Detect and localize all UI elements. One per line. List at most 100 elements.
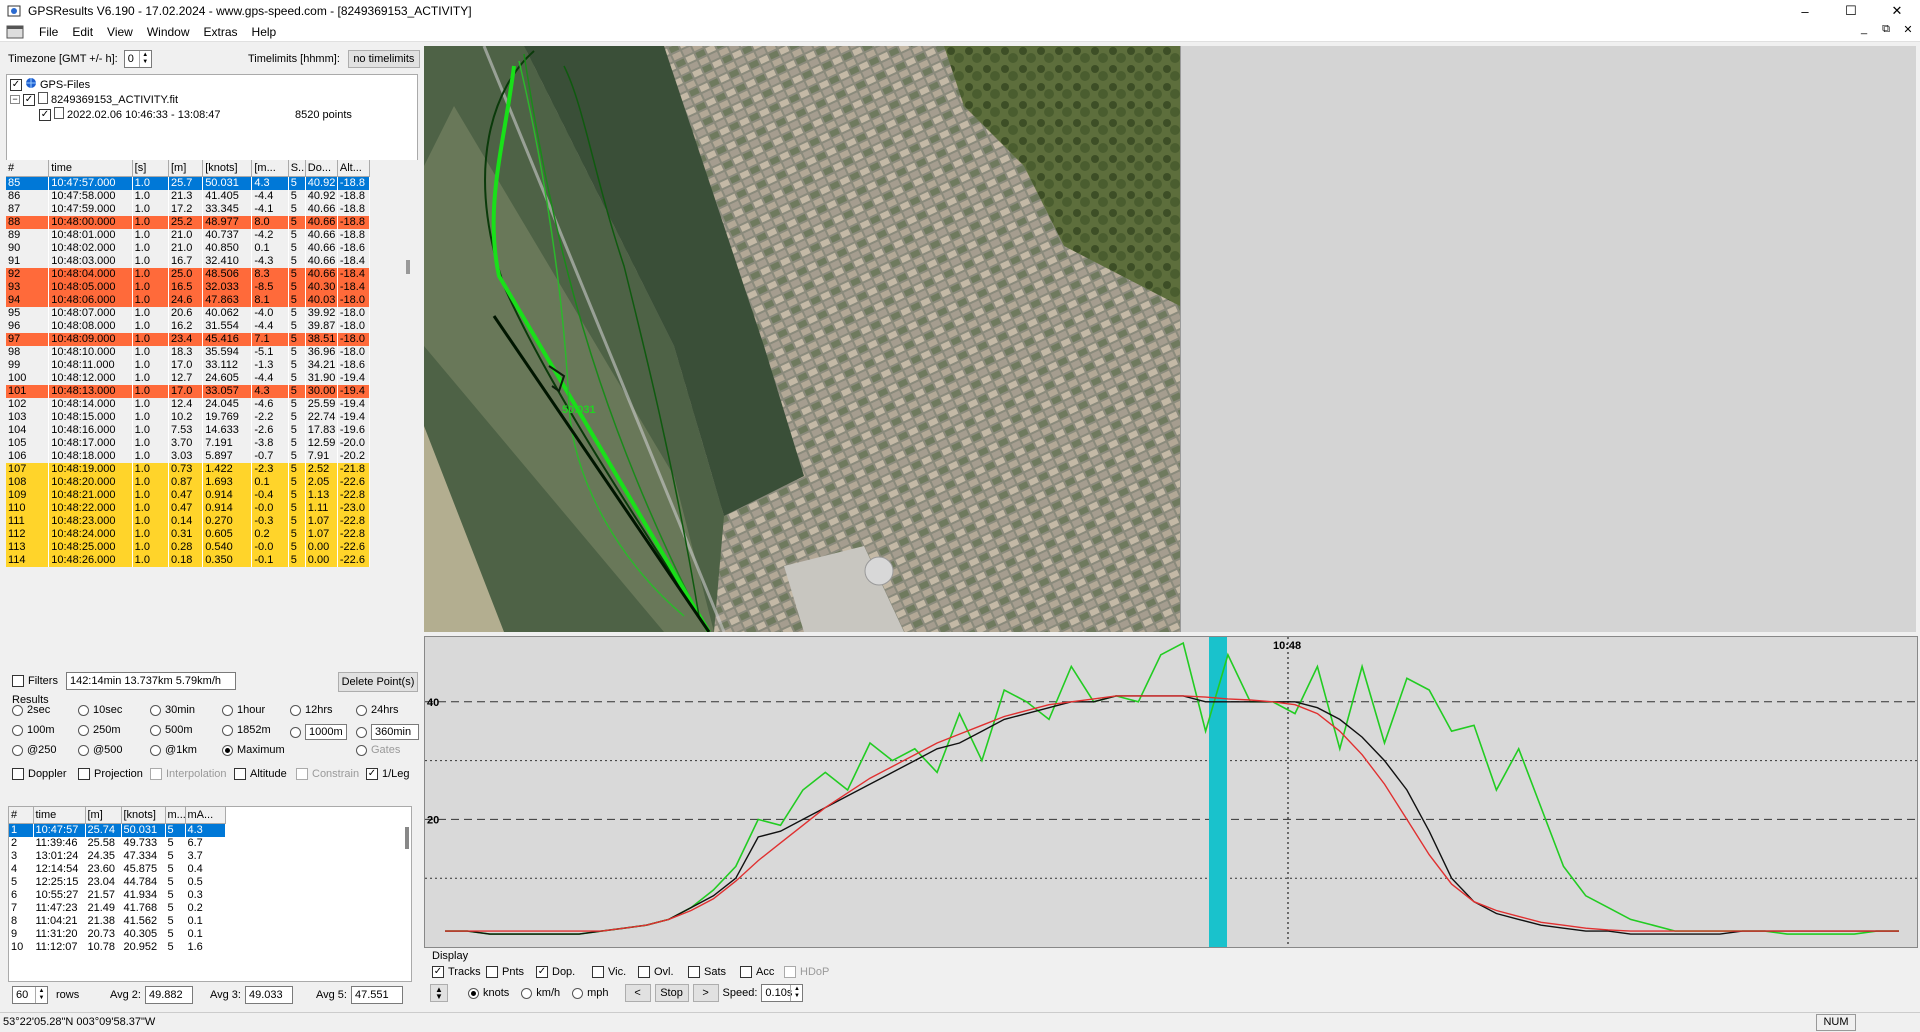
results-row[interactable]: 3 13:01:24 24.35 47.334 5 3.7 [9, 849, 226, 863]
radio-label[interactable]: Maximum [237, 744, 285, 756]
mdi-restore-button[interactable]: ⧉ [1882, 23, 1890, 35]
points-row[interactable]: 109 10:48:21.000 1.0 0.47 0.914 -0.4 5 1.13 -22.… [6, 488, 371, 502]
mdi-minimize-button[interactable]: _ [1860, 23, 1868, 35]
results-row[interactable]: 8 11:04:21 21.38 41.562 5 0.1 [9, 914, 226, 928]
points-row[interactable]: 114 10:48:26.000 1.0 0.18 0.350 -0.1 5 0.00 -22.… [6, 553, 371, 567]
points-row[interactable]: 104 10:48:16.000 1.0 7.53 14.633 -2.6 5 17.83 -1… [6, 423, 371, 437]
results-option-2sec[interactable]: 2sec [12, 704, 50, 716]
points-row[interactable]: 93 10:48:05.000 1.0 16.5 32.033 -8.5 5 40.30 -18… [6, 280, 371, 294]
results-row[interactable]: 6 10:55:27 21.57 41.934 5 0.3 [9, 888, 226, 902]
tree-track[interactable]: ✓ 2022.02.06 10:46:33 - 13:08:47 [39, 107, 221, 122]
results-check-projection[interactable]: Projection [78, 768, 143, 780]
points-row[interactable]: 110 10:48:22.000 1.0 0.47 0.914 -0.0 5 1.11 -23.… [6, 501, 371, 515]
results-row[interactable]: 5 12:25:15 23.04 44.784 5 0.5 [9, 875, 226, 889]
results-check-interpolation[interactable]: Interpolation [150, 768, 227, 780]
results-row[interactable]: 10 11:12:07 10.78 20.952 5 1.6 [9, 940, 226, 954]
radio-label[interactable]: 500m [165, 724, 193, 736]
checkbox-label[interactable]: Doppler [28, 768, 67, 780]
collapse-icon[interactable]: − [10, 95, 20, 104]
radio-button[interactable] [222, 724, 233, 736]
speed-graph[interactable]: 10:48 40 20 [424, 636, 1919, 948]
radio-label[interactable]: 1hour [237, 704, 266, 716]
timezone-spinner[interactable]: 0 ▲ ▼ [123, 50, 152, 68]
display-check-ovl[interactable]: Ovl. [638, 966, 674, 978]
previous-button[interactable]: < [624, 984, 651, 1002]
radio-button[interactable] [150, 744, 161, 756]
radio-button[interactable] [78, 724, 89, 736]
radio-button[interactable] [356, 744, 367, 756]
radio-label[interactable]: 1000m [305, 724, 347, 740]
radio-button[interactable] [12, 724, 23, 736]
checkbox-label[interactable]: Constrain [312, 768, 360, 780]
radio-label[interactable]: 24hrs [371, 704, 399, 716]
results-column-header[interactable]: [m] [85, 807, 122, 824]
display-check-sats[interactable]: Sats [688, 966, 726, 978]
display-check-pnts[interactable]: Pnts [486, 966, 524, 978]
display-check-hdop[interactable]: HDoP [784, 966, 829, 978]
points-column-header[interactable]: time [48, 160, 133, 177]
results-option-500m[interactable]: 500m [150, 724, 193, 736]
unit-knots-label[interactable]: knots [483, 987, 510, 999]
points-column-header[interactable]: # [6, 160, 50, 177]
speed-value[interactable]: 0.10s [765, 987, 793, 999]
minimize-button[interactable]: – [1801, 3, 1809, 19]
maximize-button[interactable]: ☐ [1845, 3, 1857, 18]
checkbox-label[interactable]: 1/Leg [382, 768, 410, 780]
results-option-250[interactable]: @250 [12, 744, 57, 756]
unit-kmh-radio[interactable] [521, 987, 533, 999]
mdi-close-button[interactable]: ✕ [1903, 24, 1913, 36]
points-column-header[interactable]: S... [288, 160, 306, 177]
results-check-doppler[interactable]: Doppler [12, 768, 67, 780]
checkbox-label[interactable]: Dop. [552, 966, 576, 978]
points-row[interactable]: 90 10:48:02.000 1.0 21.0 40.850 0.1 5 40.66 -18.… [6, 241, 371, 255]
display-check-acc[interactable]: Acc [740, 966, 774, 978]
results-option-10sec[interactable]: 10sec [78, 704, 122, 716]
checkbox-label[interactable]: Pnts [502, 966, 525, 978]
results-option-30min[interactable]: 30min [150, 704, 195, 716]
delete-points-button[interactable]: Delete Point(s) [338, 672, 418, 692]
results-option-gates[interactable]: Gates [356, 744, 400, 756]
radio-label[interactable]: @1km [165, 744, 197, 756]
points-column-header[interactable]: [knots] [202, 160, 253, 177]
checkbox[interactable] [78, 768, 90, 780]
checkbox-label[interactable]: Ovl. [654, 966, 674, 978]
map-canvas[interactable]: 50.031 [424, 46, 1180, 632]
radio-button[interactable] [78, 704, 89, 716]
unit-mph-label[interactable]: mph [587, 987, 609, 999]
points-row[interactable]: 108 10:48:20.000 1.0 0.87 1.693 0.1 5 2.05 -22.6 [6, 475, 371, 489]
document-icon[interactable] [6, 25, 24, 39]
filters-summary-field[interactable]: 142:14min 13.737km 5.79km/h [65, 672, 236, 690]
checkbox[interactable] [12, 768, 24, 780]
radio-button[interactable] [12, 704, 23, 716]
points-row[interactable]: 88 10:48:00.000 1.0 25.2 48.977 8.0 5 40.66 -18.… [6, 215, 371, 229]
results-option-maximum[interactable]: Maximum [222, 744, 285, 756]
menu-extras[interactable]: Extras [203, 24, 238, 39]
satellite-map[interactable]: 50.031 [424, 46, 1180, 632]
points-row[interactable]: 107 10:48:19.000 1.0 0.73 1.422 -2.3 5 2.52 -21.… [6, 462, 371, 476]
results-option-1km[interactable]: @1km [150, 744, 197, 756]
map-blank-area[interactable] [1180, 46, 1916, 632]
results-row[interactable]: 4 12:14:54 23.60 45.875 5 0.4 [9, 862, 226, 876]
radio-label[interactable]: 10sec [93, 704, 123, 716]
points-row[interactable]: 96 10:48:08.000 1.0 16.2 31.554 -4.4 5 39.87 -18… [6, 319, 371, 333]
radio-label[interactable]: 30min [165, 704, 195, 716]
checkbox[interactable] [784, 966, 796, 978]
menu-file[interactable]: File [39, 24, 59, 39]
points-scroll-thumb[interactable] [406, 260, 410, 274]
checkbox-label[interactable]: Interpolation [166, 768, 227, 780]
radio-label[interactable]: 12hrs [305, 704, 333, 716]
points-column-header[interactable]: [m... [251, 160, 289, 177]
unit-knots-radio[interactable] [468, 987, 479, 999]
checkbox-label[interactable]: Altitude [250, 768, 287, 780]
points-row[interactable]: 97 10:48:09.000 1.0 23.4 45.416 7.1 5 38.51 -18.… [6, 332, 371, 346]
checkbox[interactable] [486, 966, 498, 978]
spinner-arrows-icon[interactable]: ▲ ▼ [35, 987, 47, 1003]
filters-checkbox[interactable] [12, 675, 24, 687]
radio-button[interactable] [356, 726, 367, 738]
results-column-header[interactable]: mA... [185, 807, 226, 824]
points-row[interactable]: 89 10:48:01.000 1.0 21.0 40.737 -4.2 5 40.66 -18… [6, 228, 371, 242]
points-row[interactable]: 106 10:48:18.000 1.0 3.03 5.897 -0.7 5 7.91 -20.… [6, 449, 371, 463]
checkbox-label[interactable]: Sats [704, 966, 727, 978]
time-cursor-band[interactable] [1209, 637, 1227, 947]
display-check-tracks[interactable]: ✓ Tracks [432, 966, 481, 978]
